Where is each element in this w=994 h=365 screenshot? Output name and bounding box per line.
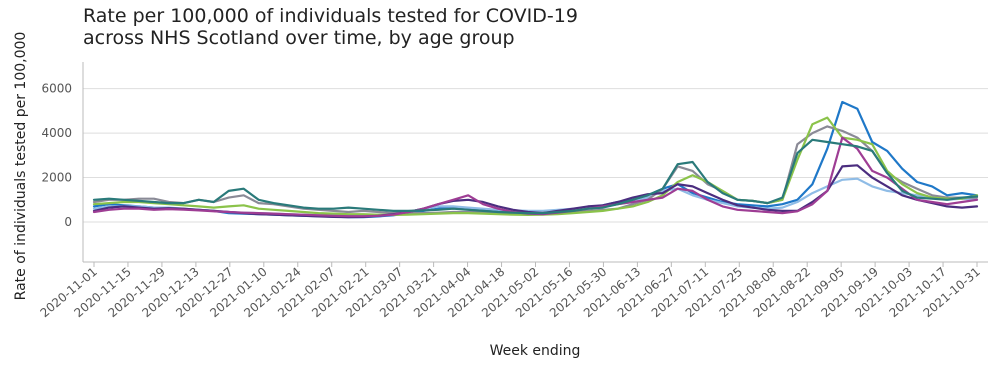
gridlines: [83, 88, 988, 223]
x-tick-labels: 2020-11-012020-11-152020-11-292020-12-13…: [37, 262, 983, 320]
chart-title-line-1: Rate per 100,000 of individuals tested f…: [83, 5, 578, 27]
series-lines: [92, 100, 979, 219]
chart-title-line-2: across NHS Scotland over time, by age gr…: [83, 27, 515, 49]
y-tick-label: 0: [64, 215, 72, 229]
y-tick-label: 6000: [41, 82, 72, 96]
series-line-7: [92, 138, 979, 215]
y-tick-label: 4000: [41, 126, 72, 140]
series-line-6: [92, 136, 979, 218]
series-line-1: [92, 100, 979, 219]
y-tick-label: 2000: [41, 171, 72, 185]
x-axis-label: Week ending: [490, 343, 581, 359]
y-tick-labels: 0 2000 4000 6000: [41, 82, 72, 229]
y-axis-label: Rate of individuals tested per 100,000: [13, 32, 29, 301]
